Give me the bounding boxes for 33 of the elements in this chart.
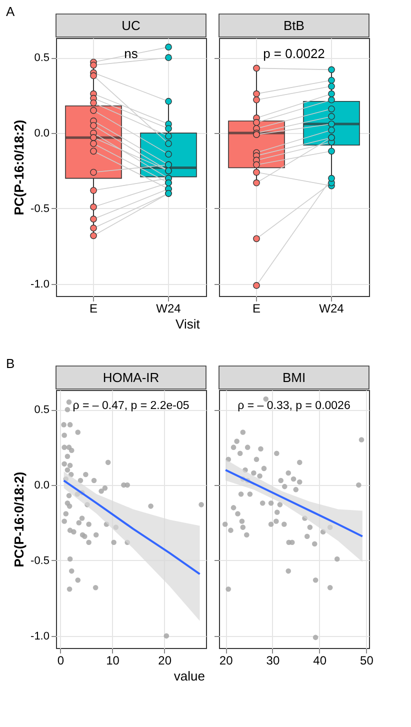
chart-title: BtB <box>284 18 304 33</box>
y-tick-label: -1.0 <box>30 630 50 642</box>
chart-title: UC <box>122 18 140 33</box>
y-tick-label: -0.5 <box>30 554 50 567</box>
x-tick-label: 20 <box>158 654 172 668</box>
x-tick-label: 20 <box>219 654 234 668</box>
annotation: p = 0.0022 <box>263 46 325 61</box>
x-tick-label: E <box>89 302 98 316</box>
x-tick-label: 50 <box>360 654 374 668</box>
y-tick-label: -1.0 <box>30 278 50 290</box>
x-tick-label: E <box>252 302 261 316</box>
x-tick-label: 30 <box>266 654 280 668</box>
y-axis-title: PC(P-16:0/18:2) <box>12 472 27 568</box>
x-axis-title: value <box>174 668 205 684</box>
y-tick-label: -0.5 <box>30 202 50 215</box>
y-axis-title: PC(P-16:0/18:2) <box>12 120 27 216</box>
y-tick-label: 0.5 <box>34 404 50 416</box>
x-tick-label: W24 <box>319 302 344 316</box>
annotation: ρ = – 0.47, p = 2.2e-05 <box>72 400 190 412</box>
x-tick-label: 10 <box>106 654 120 668</box>
y-tick-label: 0.0 <box>34 480 50 492</box>
text: A <box>6 4 15 19</box>
x-tick-label: 0 <box>57 654 64 668</box>
y-tick-label: 0.0 <box>34 128 50 140</box>
x-tick-label: 40 <box>313 654 327 668</box>
x-tick-label: W24 <box>156 302 182 316</box>
y-tick-label: 0.5 <box>34 52 50 64</box>
text: B <box>6 356 15 371</box>
annotation: ns <box>124 46 138 61</box>
annotation: ρ = – 0.33, p = 0.0026 <box>238 400 350 412</box>
x-axis-title: Visit <box>176 316 200 332</box>
chart-title: HOMA-IR <box>102 370 160 385</box>
chart-title: BMI <box>282 370 306 385</box>
